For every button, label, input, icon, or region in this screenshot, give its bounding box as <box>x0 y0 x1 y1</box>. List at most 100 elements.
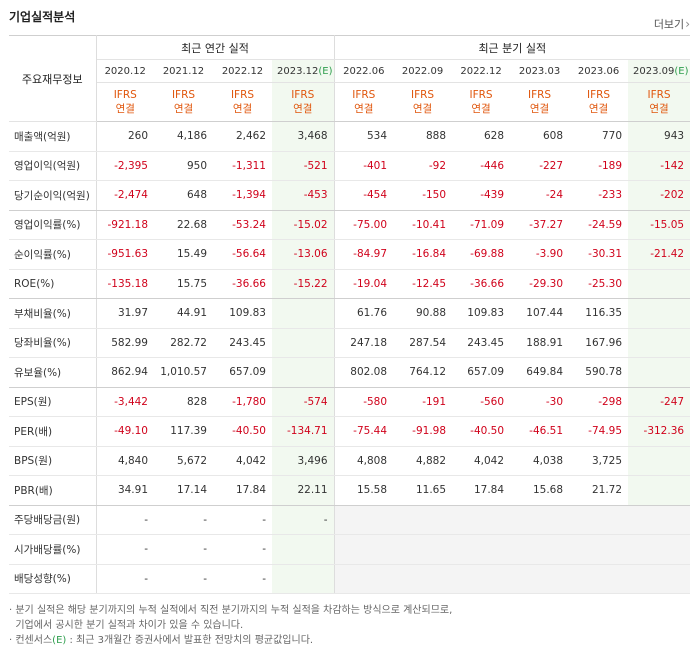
value-cell: 61.76 <box>334 298 394 329</box>
value-cell: - <box>213 564 272 594</box>
value-cell: -142 <box>628 151 691 181</box>
value-cell: -2,474 <box>96 180 154 211</box>
footnote-2-prefix: 컨센서스 <box>15 635 53 646</box>
value-cell: -1,780 <box>213 387 272 417</box>
value-cell <box>628 475 691 506</box>
value-cell: -298 <box>569 387 629 417</box>
value-cell: 828 <box>154 387 213 417</box>
value-cell <box>272 328 335 358</box>
value-cell: -3.90 <box>510 239 570 270</box>
value-cell: 534 <box>334 121 394 152</box>
ifrs-label: IFRS <box>230 89 255 101</box>
value-cell <box>628 328 691 358</box>
row-label: 영업이익률(%) <box>9 210 97 240</box>
value-cell: 109.83 <box>452 298 511 329</box>
table-row: 영업이익(억원) -2,395 950 -1,311 -521 -401 -92 -446 -2… <box>9 151 691 181</box>
value-cell: 943 <box>628 121 691 152</box>
table-row: 배당성향(%) - - - <box>9 564 691 594</box>
value-cell: -13.06 <box>272 239 335 270</box>
value-cell <box>272 564 335 594</box>
value-cell: 117.39 <box>154 416 213 447</box>
value-cell <box>628 269 691 299</box>
row-label: PBR(배) <box>9 475 97 506</box>
value-cell: 4,882 <box>393 446 453 476</box>
value-cell: -69.88 <box>452 239 511 270</box>
value-cell: - <box>272 505 335 535</box>
value-cell: -40.50 <box>452 416 511 447</box>
value-cell: 34.91 <box>96 475 154 506</box>
consolidated-label: 연결 <box>115 103 135 115</box>
value-cell: -227 <box>510 151 570 181</box>
table-row: 순이익률(%) -951.63 15.49 -56.64 -13.06 -84.97 -16… <box>9 239 691 270</box>
value-cell: -921.18 <box>96 210 154 240</box>
value-cell: 628 <box>452 121 511 152</box>
ifrs-cell: IFRS 연결 <box>393 82 453 122</box>
period-header: 2023.06 <box>569 59 629 83</box>
value-cell <box>452 505 511 535</box>
value-cell <box>272 298 335 329</box>
group-quarter-header: 최근 분기 실적 <box>334 35 691 60</box>
value-cell: 888 <box>393 121 453 152</box>
value-cell: 22.11 <box>272 475 335 506</box>
row-label: 주당배당금(원) <box>9 505 97 535</box>
row-label: BPS(원) <box>9 446 97 476</box>
ifrs-cell: IFRS 연결 <box>334 82 394 122</box>
row-header-label: 주요재무정보 <box>9 35 97 122</box>
footnote-1b-text: 기업에서 공시한 분기 실적과 차이가 있을 수 있습니다. <box>15 620 244 631</box>
ifrs-label: IFRS <box>171 89 196 101</box>
value-cell <box>393 534 453 565</box>
consolidated-label: 연결 <box>232 103 253 115</box>
ifrs-label: IFRS <box>410 89 435 101</box>
value-cell: -37.27 <box>510 210 570 240</box>
consolidated-label: 연결 <box>649 103 669 115</box>
value-cell: 1,010.57 <box>154 357 213 388</box>
period-label: 2022.12 <box>460 65 502 77</box>
value-cell: 287.54 <box>393 328 453 358</box>
estimate-mark: (E) <box>674 65 689 77</box>
value-cell: -75.44 <box>334 416 394 447</box>
row-label: PER(배) <box>9 416 97 447</box>
ifrs-label: IFRS <box>586 89 611 101</box>
value-cell: 5,672 <box>154 446 213 476</box>
value-cell: -191 <box>393 387 453 417</box>
value-cell: - <box>96 564 154 594</box>
value-cell <box>628 564 691 594</box>
section-title: 기업실적분석 <box>9 10 76 24</box>
ifrs-label: IFRS <box>352 89 376 101</box>
value-cell: -10.41 <box>393 210 453 240</box>
value-cell <box>334 534 394 565</box>
value-cell: 15.75 <box>154 269 213 299</box>
row-label: 당좌비율(%) <box>9 328 97 358</box>
table-row: 부채비율(%) 31.97 44.91 109.83 61.76 90.88 109.83 1… <box>9 298 691 329</box>
value-cell: -312.36 <box>628 416 691 447</box>
value-cell: -951.63 <box>96 239 154 270</box>
period-label: 2023.12 <box>277 65 319 77</box>
value-cell: -53.24 <box>213 210 272 240</box>
period-label: 2023.03 <box>518 65 561 77</box>
value-cell: 90.88 <box>393 298 453 329</box>
period-label: 2022.06 <box>343 65 385 77</box>
value-cell <box>628 505 691 535</box>
value-cell: - <box>154 505 213 535</box>
row-label: 시가배당률(%) <box>9 534 97 565</box>
row-label: 부채비율(%) <box>9 298 97 329</box>
more-link[interactable]: 더보기› <box>654 16 690 32</box>
value-cell: -247 <box>628 387 691 417</box>
value-cell: -16.84 <box>393 239 453 270</box>
value-cell: 950 <box>154 151 213 181</box>
value-cell <box>510 564 570 594</box>
value-cell <box>334 505 394 535</box>
value-cell: 608 <box>510 121 570 152</box>
value-cell: -29.30 <box>510 269 570 299</box>
period-header: 2020.12 <box>96 59 154 83</box>
value-cell: 167.96 <box>569 328 629 358</box>
table-row: 주당배당금(원) - - - - <box>9 505 691 535</box>
value-cell: -21.42 <box>628 239 691 270</box>
value-cell: - <box>96 505 154 535</box>
period-header: 2022.12 <box>213 59 272 83</box>
consolidated-label: 연결 <box>412 103 433 115</box>
consolidated-label: 연결 <box>173 103 194 115</box>
value-cell <box>628 446 691 476</box>
period-label: 2020.12 <box>104 65 146 77</box>
value-cell: 648 <box>154 180 213 211</box>
